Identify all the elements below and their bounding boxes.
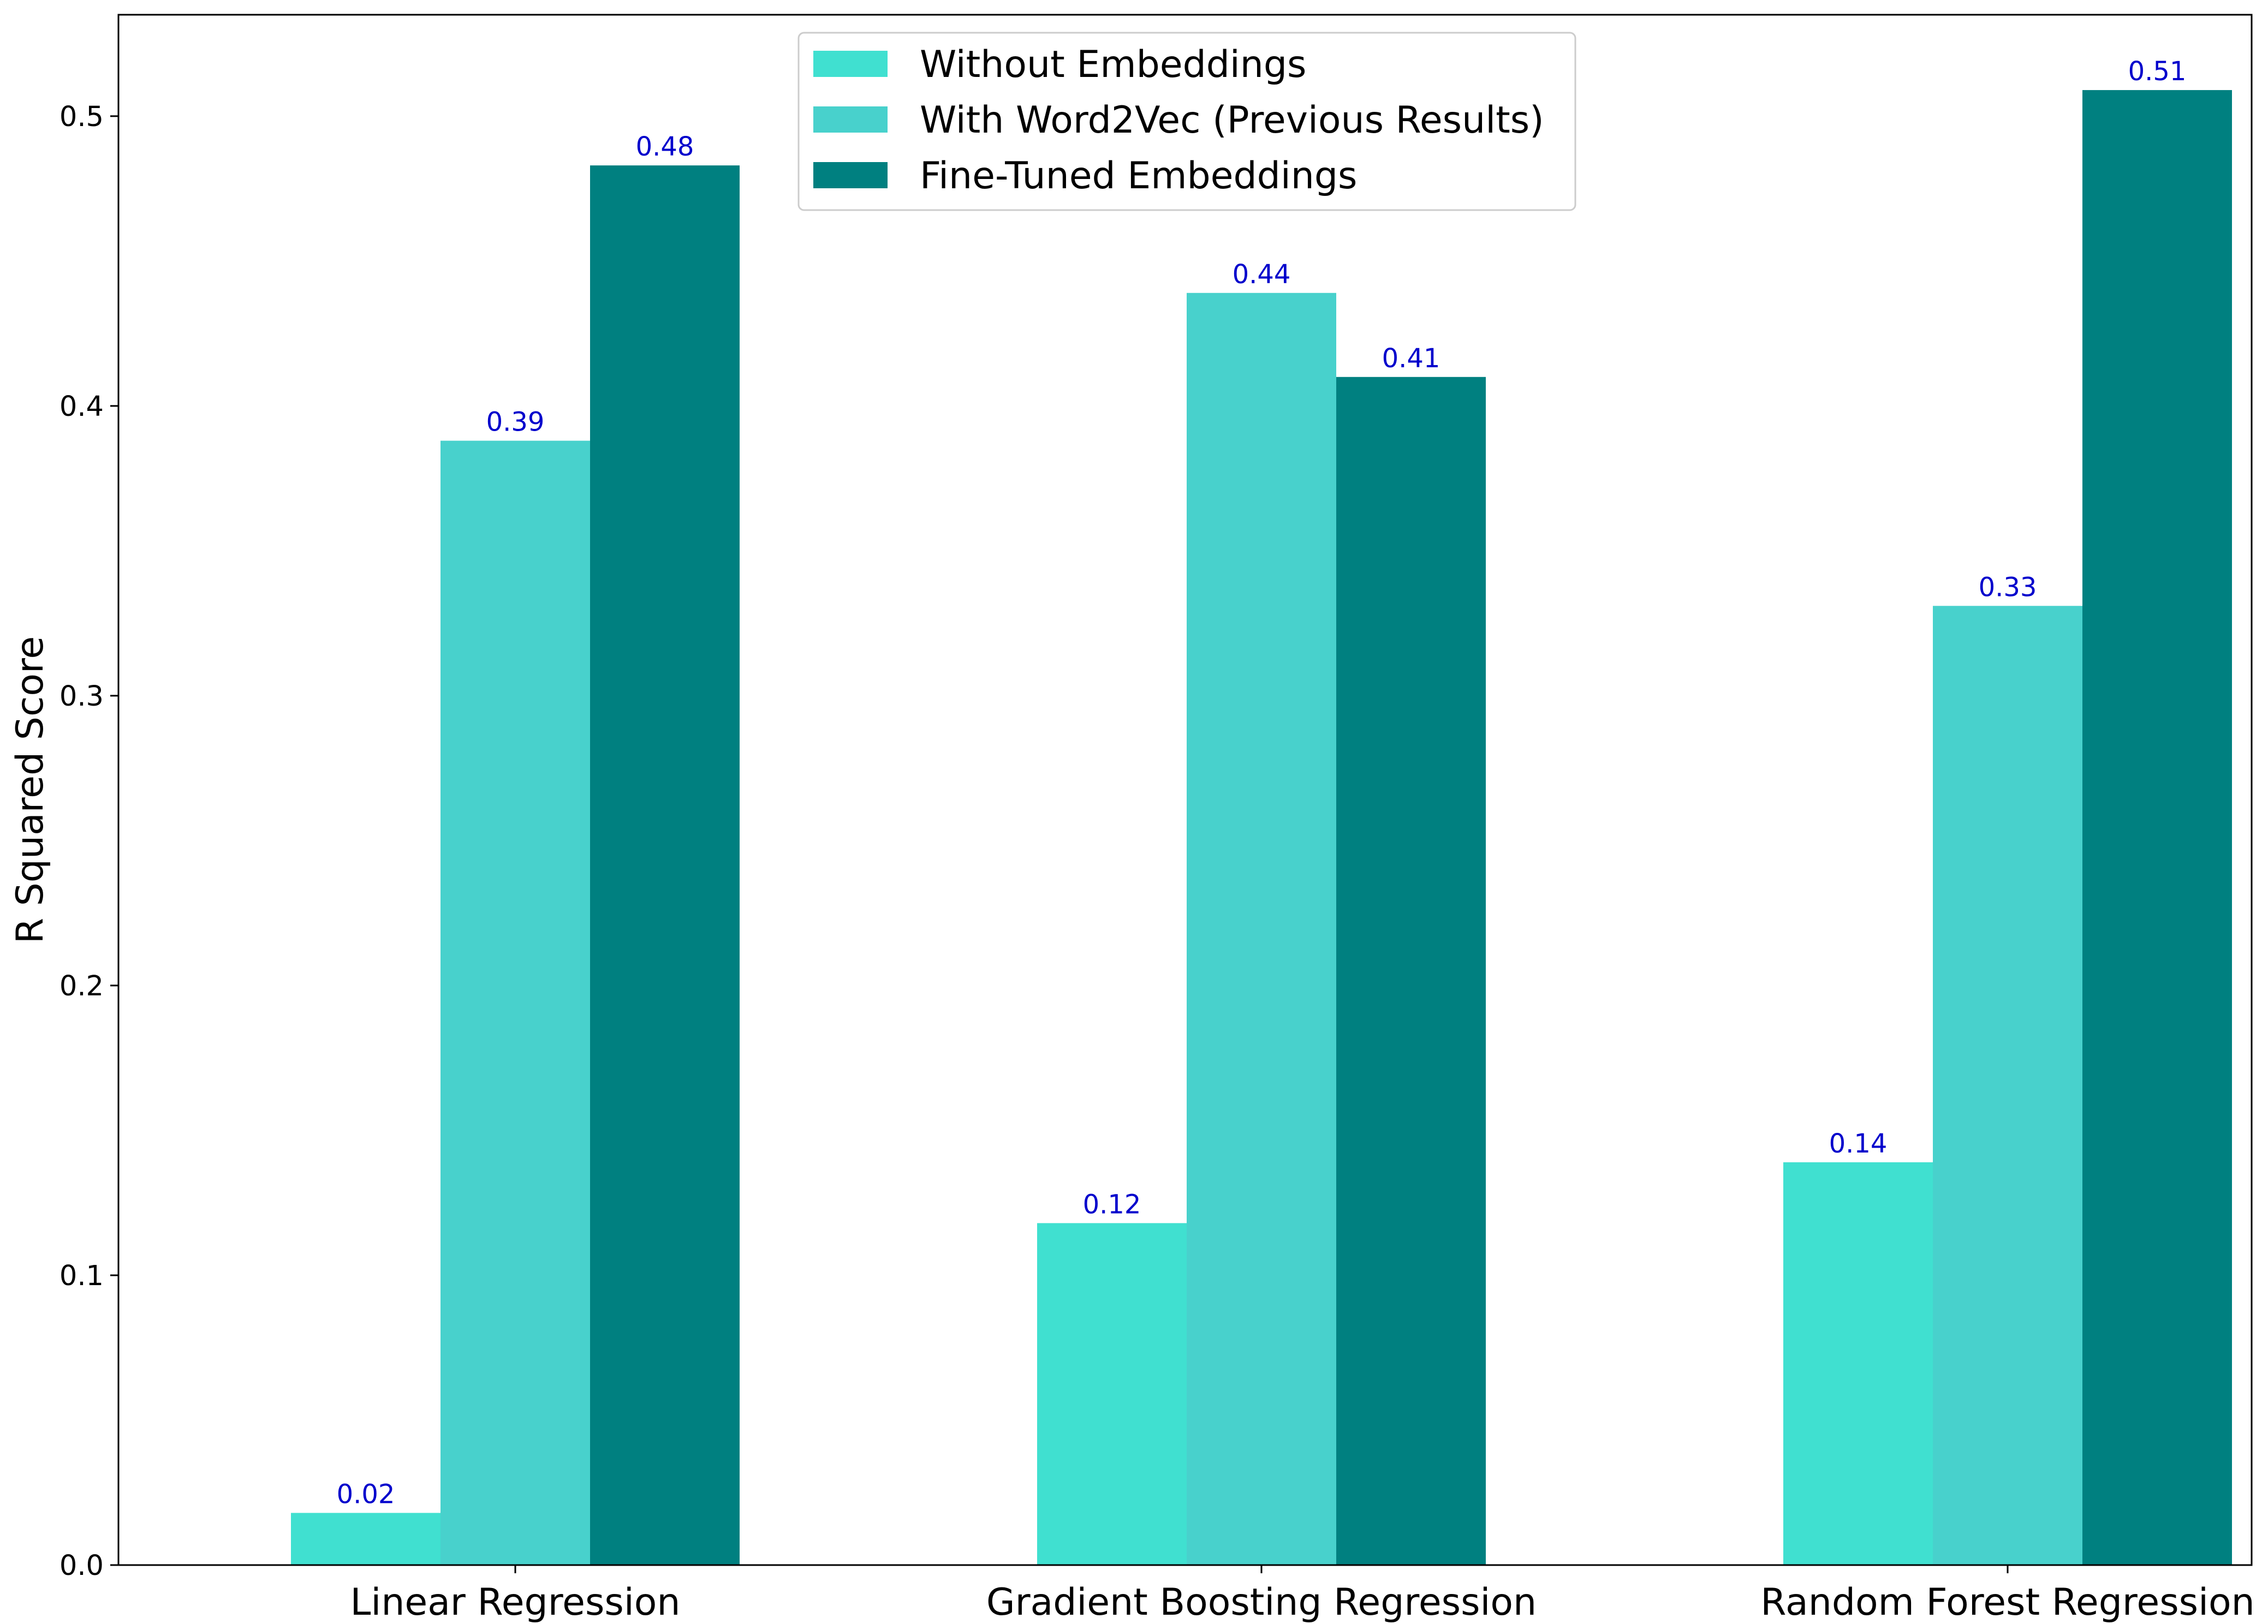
bar-value-label: 0.44 (1233, 259, 1291, 290)
x-tick-label: Linear Regression (350, 1581, 681, 1624)
x-tick-label: Random Forest Regression (1760, 1581, 2254, 1624)
bar-value-label: 0.39 (486, 407, 545, 438)
y-tick-label: 0.5 (59, 101, 104, 133)
bar (440, 440, 590, 1565)
bar (1783, 1162, 1933, 1565)
legend: Without Embeddings With Word2Vec (Previou… (797, 32, 1576, 211)
legend-swatch (813, 162, 888, 188)
bar (1933, 606, 2082, 1565)
x-axis: Linear Regression Gradient Boosting Regre… (350, 1565, 2255, 1624)
y-axis: 0.0 0.1 0.2 0.3 0.4 0.5 (59, 101, 118, 1582)
legend-entry-label: Without Embeddings (920, 43, 1307, 86)
legend-box (797, 32, 1576, 211)
bar-value-label: 0.33 (1979, 572, 2037, 602)
y-tick-label: 0.2 (59, 970, 104, 1002)
legend-swatch (813, 51, 888, 77)
legend-entry-label: With Word2Vec (Previous Results) (920, 99, 1544, 142)
y-tick-label: 0.0 (59, 1550, 104, 1582)
bar-value-label: 0.48 (636, 132, 694, 162)
bar-value-label: 0.41 (1382, 343, 1440, 374)
bar (1187, 292, 1336, 1566)
bar (291, 1513, 440, 1565)
bar (590, 165, 740, 1566)
plot-area-frame (117, 14, 2253, 1566)
bars-group (291, 90, 2232, 1566)
bar-value-label: 0.14 (1829, 1129, 1888, 1159)
value-labels-group: 0.02 0.39 0.48 0.12 0.44 0.41 0.14 0.33 0.51 (337, 56, 2187, 1509)
y-axis-title: R Squared Score (9, 636, 52, 944)
bar-value-label: 0.02 (337, 1479, 395, 1509)
y-tick-label: 0.4 (59, 391, 104, 423)
bar-value-label: 0.51 (2128, 56, 2187, 87)
bar-value-label: 0.12 (1083, 1189, 1141, 1220)
y-tick-label: 0.3 (59, 680, 104, 713)
y-tick-label: 0.1 (59, 1260, 104, 1292)
bar (1336, 377, 1486, 1565)
bar (2082, 90, 2232, 1565)
legend-swatch (813, 106, 888, 133)
x-tick-label: Gradient Boosting Regression (986, 1581, 1537, 1624)
bar (1037, 1223, 1187, 1565)
legend-entry-label: Fine-Tuned Embeddings (920, 154, 1357, 198)
